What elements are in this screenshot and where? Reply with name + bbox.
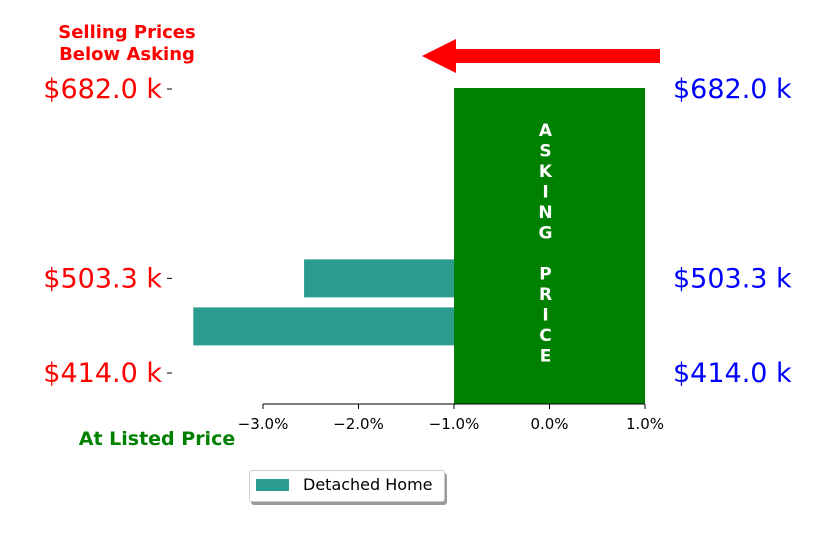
legend: Detached Home [249,470,445,502]
left-y-label-0: $682.0 k [43,74,162,105]
x-axis: −3.0% −2.0% −1.0% 0.0% 1.0% [238,403,664,433]
legend-label: Detached Home [303,475,433,494]
title-line-1: Below Asking [59,44,195,65]
band-letter-5: G [539,224,553,244]
band-letter-9: I [542,306,548,326]
labels-layer: $682.0 k $503.3 k $414.0 k $682.0 k $503.3 k… [43,22,792,450]
band-letter-4: N [538,203,552,223]
bar-0-1 [193,307,454,346]
band-letter-2: K [539,162,553,182]
asking-price-band [454,88,645,404]
legend-swatch [256,479,289,491]
left-y-label-2: $414.0 k [43,358,162,389]
right-y-label-0: $682.0 k [673,74,792,105]
bars-layer [193,259,454,346]
right-y-label-2: $414.0 k [673,358,792,389]
band-letter-8: R [539,285,552,305]
x-tick-label-0: −3.0% [238,415,289,433]
x-tick-label-3: 0.0% [530,415,568,433]
x-tick-label-1: −2.0% [333,415,384,433]
band-letter-3: I [542,183,548,203]
x-tick-label-4: 1.0% [626,415,664,433]
bottom-label: At Listed Price [79,428,235,450]
left-y-label-1: $503.3 k [43,263,162,294]
right-y-label-1: $503.3 k [673,263,792,294]
band-letter-7: P [539,265,551,285]
left-arrow-icon [422,39,660,73]
bar-0-0 [304,259,454,298]
band-letter-11: E [540,347,552,367]
title-line-0: Selling Prices [58,22,195,43]
x-tick-label-2: −1.0% [429,415,480,433]
band-letter-10: C [539,326,551,346]
band-letter-1: S [539,142,551,162]
band-letter-0: A [539,121,553,141]
